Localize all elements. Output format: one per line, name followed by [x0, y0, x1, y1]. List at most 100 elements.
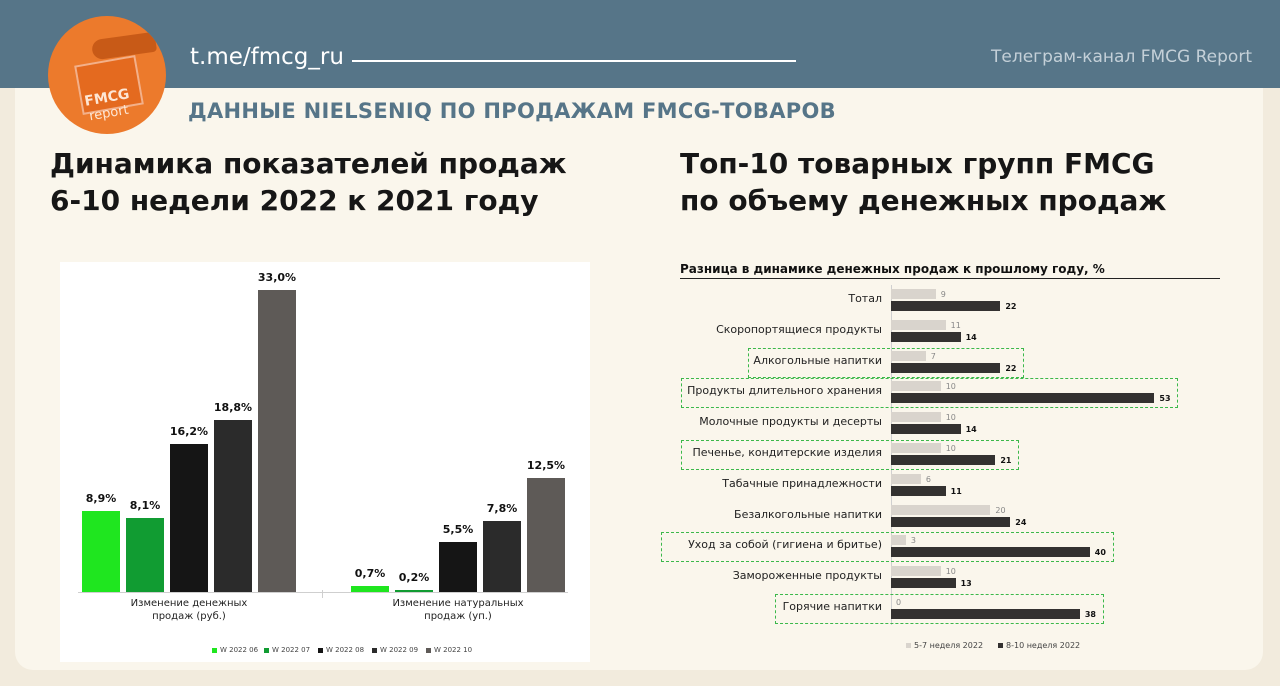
fmcg-report-logo: FMCG report [48, 16, 166, 134]
bar-5-7-week [891, 443, 941, 453]
category-label: Табачные принадлежности [722, 476, 882, 490]
category-label-line: Изменение денежных [130, 598, 248, 609]
value-label-light: 10 [945, 382, 956, 392]
legend-item: W 2022 07 [264, 646, 310, 654]
category-label: Изменение денежных продаж (руб.) [99, 597, 279, 623]
legend-label: W 2022 06 [220, 646, 259, 654]
highlight-box [680, 378, 1179, 409]
legend-swatch [264, 647, 269, 653]
bar-5-7-week [891, 289, 936, 299]
value-label-light: 10 [945, 567, 956, 577]
category-label: Печенье, кондитерские изделия [692, 446, 883, 459]
bar-8-10-week [891, 547, 1090, 558]
category-label: Горячие напитки [782, 600, 882, 613]
legend-swatch [998, 643, 1003, 648]
bar-8-10-week [891, 455, 996, 465]
right-chart-rule [680, 278, 1220, 279]
category-label: Скоропортящиеся продукты [716, 322, 882, 336]
left-chart-title: Динамика показателей продаж 6-10 недели … [50, 145, 567, 219]
bar-8-10-week [891, 578, 956, 589]
category-label: Тотал [848, 292, 882, 305]
value-label-dark: 14 [965, 332, 977, 342]
value-label-dark: 22 [1005, 363, 1017, 373]
legend-label: 8-10 неделя 2022 [1006, 641, 1081, 650]
value-label-dark: 22 [1005, 302, 1017, 311]
bar-8-10-week [891, 609, 1080, 619]
data-label: 5,5% [442, 522, 474, 536]
legend-label: W 2022 07 [272, 646, 311, 654]
right-title-line-2: по объему денежных продаж [680, 184, 1167, 217]
legend-swatch [212, 647, 217, 653]
bar-1-1 [395, 590, 433, 592]
right-chart-subtitle: Разница в динамике денежных продаж к про… [680, 262, 1105, 276]
category-label: Изменение натуральных продаж (уп.) [368, 597, 548, 623]
value-label-dark: 14 [965, 425, 977, 435]
value-label-light: 10 [945, 444, 956, 453]
legend-label: W 2022 10 [434, 646, 473, 654]
value-label-light: 7 [930, 351, 936, 361]
legend-item: 5-7 неделя 2022 [906, 641, 983, 650]
legend-item: W 2022 06 [212, 646, 258, 654]
category-label: Замороженные продукты [732, 569, 882, 583]
legend-item: W 2022 10 [426, 646, 472, 654]
value-label-light: 3 [910, 536, 916, 546]
bar-5-7-week [891, 535, 906, 546]
bar-1-2 [439, 541, 477, 592]
legend-label: W 2022 08 [326, 646, 365, 654]
value-label-light: 11 [950, 320, 961, 330]
category-label: Безалкогольные напитки [734, 507, 882, 521]
bar-0-3 [214, 419, 252, 592]
channel-name: Телеграм-канал FMCG Report [990, 47, 1252, 67]
bar-8-10-week [891, 424, 961, 435]
bar-5-7-week [891, 504, 991, 515]
data-label: 16,2% [169, 424, 209, 438]
bar-8-10-week [891, 362, 1001, 373]
legend-item: 8-10 неделя 2022 [998, 641, 1080, 650]
bar-8-10-week [891, 331, 961, 342]
bar-1-4 [527, 477, 565, 592]
data-label: 7,8% [486, 501, 518, 515]
bar-0-2 [170, 443, 208, 592]
value-label-light: 9 [940, 290, 946, 299]
header-band [0, 0, 1280, 88]
bar-5-7-week [891, 566, 941, 577]
bar-1-0 [351, 585, 389, 592]
legend-swatch [318, 647, 323, 653]
right-chart-title: Топ-10 товарных групп FMCG по объему ден… [680, 145, 1166, 219]
highlight-box [747, 347, 1025, 378]
category-label: Молочные продукты и десерты [699, 415, 882, 429]
value-label-light: 6 [925, 474, 931, 484]
category-label-line: продаж (уп.) [424, 611, 492, 622]
bar-5-7-week [891, 350, 926, 361]
legend-item: W 2022 09 [372, 646, 418, 654]
telegram-link[interactable]: t.me/fmcg_ru [190, 44, 344, 70]
bar-0-1 [126, 517, 164, 592]
legend-swatch [426, 647, 431, 653]
category-label-line: продаж (руб.) [152, 611, 226, 622]
highlight-box [680, 440, 1020, 470]
data-label: 0,2% [398, 571, 430, 585]
legend-item: W 2022 08 [318, 646, 364, 654]
bar-5-7-week [891, 473, 921, 484]
bar-5-7-week [891, 319, 946, 330]
legend-label: 5-7 неделя 2022 [914, 641, 984, 650]
left-title-line-1: Динамика показателей продаж [50, 147, 567, 180]
right-title-line-1: Топ-10 товарных групп FMCG [680, 147, 1155, 180]
left-chart-panel [60, 262, 590, 662]
data-label: 8,1% [129, 498, 161, 512]
bar-8-10-week [891, 393, 1155, 404]
category-label: Уход за собой (гигиена и бритье) [688, 538, 882, 552]
value-label-light: 0 [896, 598, 902, 607]
value-label-light: 20 [995, 505, 1006, 515]
bar-8-10-week [891, 485, 946, 496]
data-label: 18,8% [213, 400, 253, 414]
header-divider [352, 60, 796, 62]
bar-5-7-week [891, 412, 941, 423]
value-label-dark: 53 [1159, 394, 1171, 404]
value-label-dark: 13 [960, 579, 972, 589]
value-label-dark: 21 [1000, 456, 1012, 465]
value-label-dark: 11 [950, 486, 962, 496]
category-label: Алкогольные напитки [753, 353, 882, 367]
data-label: 0,7% [354, 566, 386, 580]
value-label-dark: 38 [1084, 610, 1096, 619]
